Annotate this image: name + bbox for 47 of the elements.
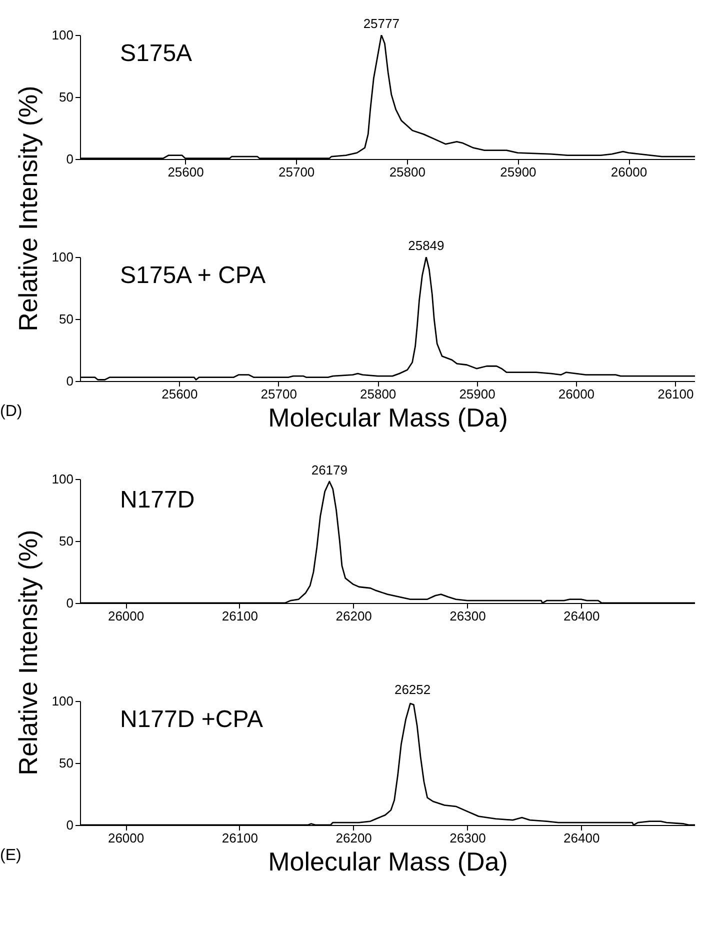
text: (E) <box>0 847 22 864</box>
text: (D) <box>0 403 22 420</box>
x-tick-label: 25700 <box>260 386 297 402</box>
y-tick-label: 0 <box>66 152 74 166</box>
y-axis-title: Relative Intensity (%) <box>12 86 43 332</box>
x-tick-label: 26300 <box>450 830 486 846</box>
x-tick-label: 26000 <box>108 608 144 624</box>
y-tick-label: 100 <box>52 694 74 708</box>
y-tick-label: 100 <box>52 28 74 42</box>
x-tick-label: 26100 <box>658 386 694 402</box>
y-tick-label: 0 <box>66 818 74 832</box>
x-tick-label: 25900 <box>500 164 536 180</box>
chart-title: N177D <box>120 486 195 514</box>
y-tick-label: 50 <box>59 90 74 104</box>
annotation: 26179 <box>311 462 348 478</box>
y-axis-title: Relative Intensity (%) <box>12 530 43 776</box>
y-tick-label: 50 <box>59 534 74 548</box>
x-axis-title: Molecular Mass (Da) <box>268 846 508 876</box>
x-tick-label: 26000 <box>610 164 648 180</box>
x-tick-label: 25800 <box>389 164 426 180</box>
x-tick-label: 26400 <box>564 830 600 846</box>
x-tick-label: 26100 <box>222 608 258 624</box>
x-tick-label: 26300 <box>450 608 486 624</box>
x-tick-label: 26000 <box>108 830 144 846</box>
chart-title: N177D +CPA <box>120 706 263 733</box>
x-tick-label: 25800 <box>360 386 396 402</box>
x-tick-label: 26000 <box>558 386 595 402</box>
x-tick-label: 26200 <box>336 608 372 624</box>
chart-title: S175A + CPA <box>120 262 266 289</box>
x-tick-label: 26200 <box>336 830 372 846</box>
y-tick-label: 100 <box>52 250 74 264</box>
x-tick-label: 26400 <box>564 608 600 624</box>
chart-title: S175A <box>120 40 192 67</box>
y-tick-label: 50 <box>59 312 74 326</box>
annotation: 26252 <box>394 682 431 697</box>
y-tick-label: 100 <box>52 472 74 486</box>
x-axis-title: Molecular Mass (Da) <box>268 402 508 432</box>
annotation: 25777 <box>363 16 400 31</box>
x-tick-label: 25900 <box>459 386 496 402</box>
x-tick-label: 25600 <box>162 386 198 402</box>
x-tick-label: 26100 <box>222 830 258 846</box>
y-tick-label: 0 <box>66 374 74 388</box>
x-tick-label: 25600 <box>168 164 204 180</box>
y-tick-label: 50 <box>59 756 74 770</box>
x-tick-label: 25700 <box>278 164 315 180</box>
annotation: 25849 <box>408 238 444 253</box>
y-tick-label: 0 <box>66 596 74 610</box>
